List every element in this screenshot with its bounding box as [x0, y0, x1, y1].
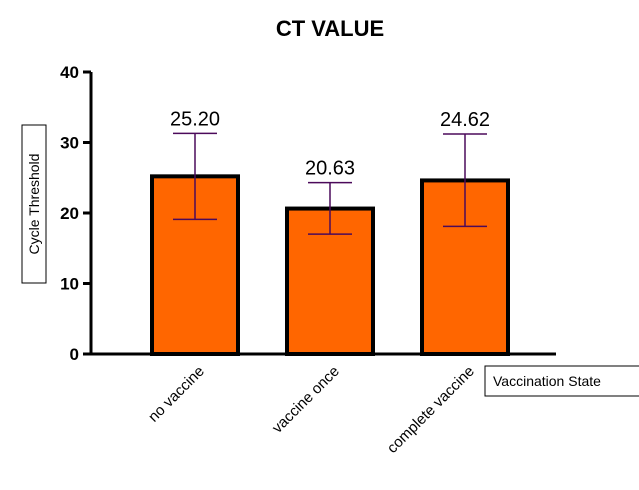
y-tick-label: 0 — [70, 345, 79, 364]
y-tick-label: 10 — [60, 275, 79, 294]
category-label: no vaccine — [145, 363, 208, 426]
y-axis-title: Cycle Threshold — [26, 154, 42, 255]
x-axis-title-frame — [484, 365, 639, 397]
error-bars-group — [173, 132, 487, 235]
y-tick-label: 20 — [60, 204, 79, 223]
data-label: 25.20 — [170, 108, 220, 130]
category-labels-group: no vaccine vaccine once complete vaccine — [145, 363, 478, 457]
y-axis: 0 10 20 30 40 — [60, 63, 93, 364]
y-axis-title-box: Cycle Threshold — [21, 124, 47, 284]
y-tick-label: 40 — [60, 63, 79, 82]
y-tick-label: 30 — [60, 134, 79, 153]
x-axis-title-box: Vaccination State — [484, 365, 639, 397]
chart-title: CT VALUE — [276, 16, 384, 41]
data-labels-group: 25.20 20.63 24.62 — [170, 108, 490, 179]
category-label: vaccine once — [269, 363, 343, 437]
category-label: complete vaccine — [384, 363, 478, 457]
x-axis-title: Vaccination State — [493, 373, 601, 389]
y-axis-title-frame — [21, 124, 47, 284]
data-label: 24.62 — [440, 109, 490, 131]
data-label: 20.63 — [305, 158, 355, 180]
